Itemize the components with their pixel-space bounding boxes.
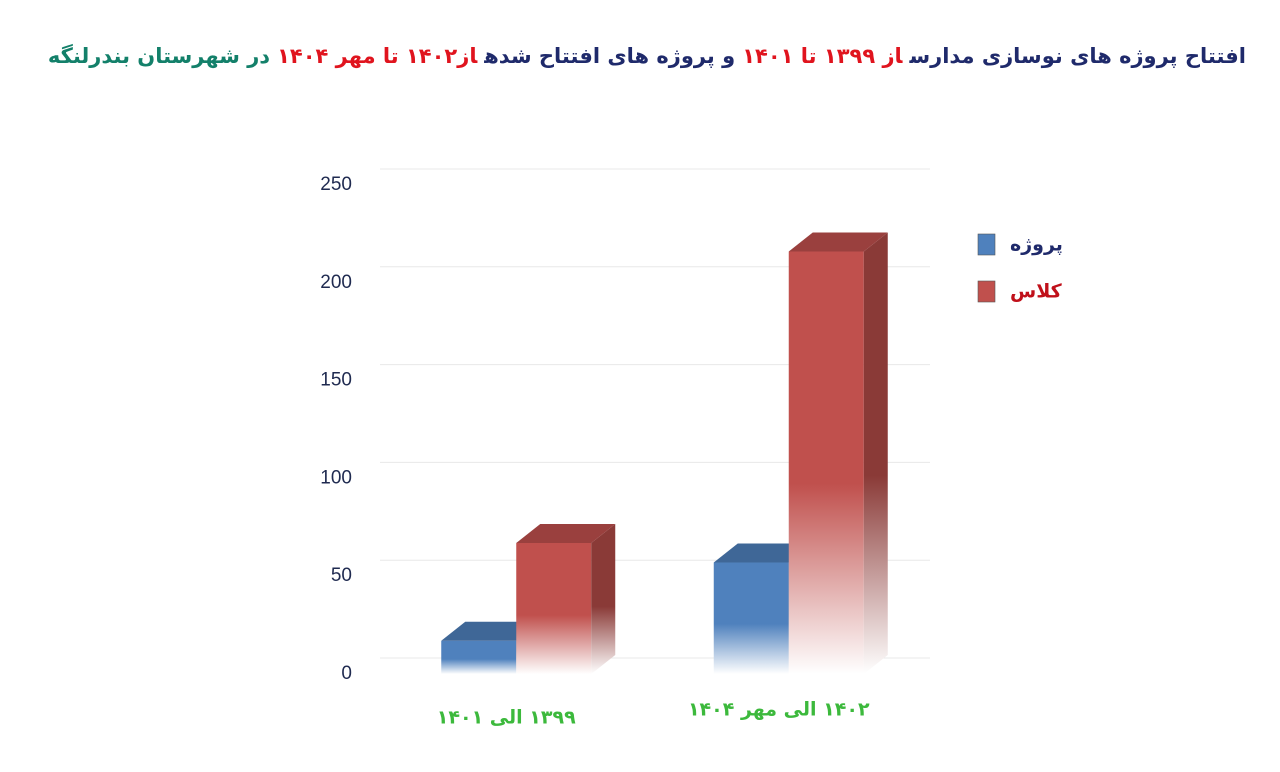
x-tick-label: ۱۳۹۹ الی ۱۴۰۱ bbox=[437, 707, 576, 729]
legend-swatch bbox=[977, 280, 996, 303]
y-tick-label: 100 bbox=[320, 467, 352, 488]
x-tick-label: ۱۴۰۲ الی مهر ۱۴۰۴ bbox=[688, 699, 870, 721]
bar bbox=[788, 251, 864, 674]
bar bbox=[713, 562, 789, 674]
bar-side bbox=[591, 523, 616, 674]
legend-label: پروژه bbox=[1010, 234, 1063, 256]
y-tick-label: 200 bbox=[320, 272, 352, 293]
bar bbox=[516, 542, 592, 674]
bar-top bbox=[788, 232, 888, 252]
title-part: افتتاح پروژه های نوسازی مدارس bbox=[909, 44, 1246, 68]
y-tick-label: 50 bbox=[331, 565, 352, 586]
legend-swatch bbox=[977, 233, 996, 256]
y-tick-label: 250 bbox=[320, 174, 352, 195]
bar-side bbox=[863, 232, 888, 674]
y-tick-label: 150 bbox=[320, 370, 352, 391]
bar bbox=[441, 640, 517, 674]
y-tick-label: 0 bbox=[341, 663, 352, 684]
bar-top bbox=[441, 621, 541, 641]
legend-label: کلاس bbox=[1010, 281, 1063, 303]
title-part: از ۱۳۹۹ تا ۱۴۰۱ bbox=[742, 44, 903, 68]
bar-top bbox=[713, 543, 813, 563]
title-part: از۱۴۰۲ تا مهر ۱۴۰۴ bbox=[277, 44, 478, 68]
chart-title: افتتاح پروژه های نوسازی مدارساز ۱۳۹۹ تا … bbox=[41, 44, 1246, 68]
title-part: و پروژه های افتتاح شده bbox=[484, 44, 736, 68]
bar-top bbox=[516, 523, 616, 543]
title-part: در شهرستان بندرلنگه bbox=[47, 44, 271, 68]
